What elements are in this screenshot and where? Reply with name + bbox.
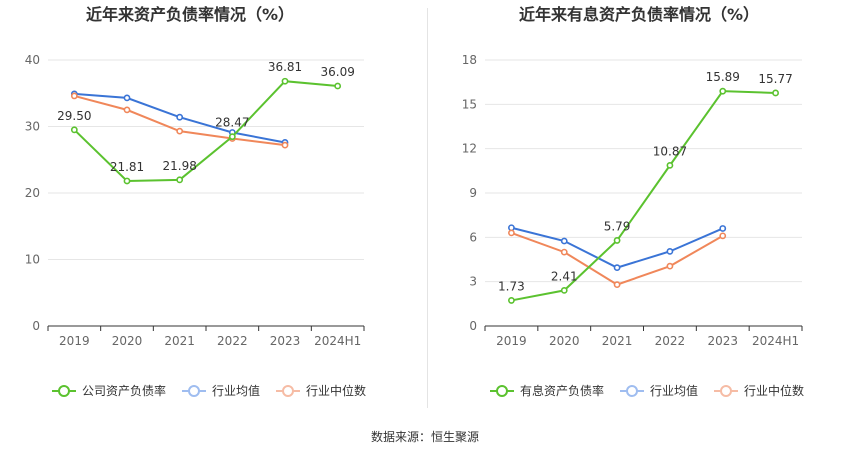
data-point — [70, 126, 78, 134]
legend-item-2: 行业均值 — [620, 383, 698, 398]
data-point — [772, 89, 779, 97]
legend-swatch-marker — [720, 385, 732, 397]
legend-label: 行业均值 — [650, 383, 698, 398]
legend-label: 有息资产负债率 — [520, 383, 604, 398]
data-point — [334, 82, 342, 90]
data-point — [123, 177, 131, 185]
data-point — [719, 225, 727, 232]
data-point — [613, 281, 621, 289]
data-label: 28.47 — [215, 116, 249, 130]
data-point — [123, 106, 131, 114]
y-tick-label: 15 — [462, 97, 477, 111]
x-tick-label: 2020 — [112, 334, 143, 348]
data-point — [176, 127, 184, 135]
y-tick-label: 30 — [25, 120, 40, 134]
y-tick-label: 9 — [469, 186, 477, 200]
y-tick-label: 0 — [32, 319, 40, 333]
y-tick-label: 20 — [25, 186, 40, 200]
data-label: 15.77 — [758, 72, 792, 86]
legend-swatch-marker — [496, 385, 508, 397]
data-point — [123, 94, 131, 102]
data-source-footer: 数据来源：恒生聚源 — [370, 430, 479, 444]
data-point — [560, 237, 568, 245]
series-line-1 — [511, 90, 776, 302]
x-tick-label: 2024H1 — [752, 334, 799, 348]
data-label: 5.79 — [604, 219, 631, 233]
data-point — [666, 262, 674, 270]
x-tick-label: 2022 — [655, 334, 686, 348]
y-tick-label: 10 — [25, 253, 40, 267]
y-tick-label: 6 — [469, 230, 477, 244]
x-tick-label: 2024H1 — [314, 334, 361, 348]
data-point — [508, 229, 515, 237]
legend-label: 行业中位数 — [306, 383, 366, 398]
data-point — [560, 286, 568, 294]
y-tick-label: 0 — [469, 319, 477, 333]
chart-panel-2: 近年来有息资产负债率情况（%） 0 3 6 9 12 15 18 2019 2020 2021 202… — [462, 5, 804, 398]
x-tick-label: 2020 — [549, 334, 580, 348]
data-point — [508, 297, 515, 304]
y-tick-label: 3 — [469, 275, 477, 289]
legend-item-1: 有息资产负债率 — [490, 383, 604, 398]
data-point — [176, 113, 184, 121]
y-tick-label: 12 — [462, 142, 477, 156]
legend-item-3: 行业中位数 — [714, 383, 804, 398]
x-tick-label: 2021 — [602, 334, 633, 348]
data-label: 2.41 — [551, 269, 578, 283]
data-label: 21.81 — [110, 160, 144, 174]
x-tick-label: 2023 — [707, 334, 738, 348]
legend-label: 公司资产负债率 — [82, 383, 166, 398]
data-label: 36.09 — [320, 65, 354, 79]
data-point — [666, 247, 674, 255]
legend-label: 行业中位数 — [744, 383, 804, 398]
data-point — [281, 141, 289, 149]
legend-swatch-marker — [58, 385, 70, 397]
data-label: 10.87 — [653, 144, 687, 158]
legend-item-1: 公司资产负债率 — [52, 383, 166, 398]
legend-swatch-marker — [282, 385, 294, 397]
data-point — [228, 133, 236, 141]
x-tick-label: 2023 — [270, 334, 301, 348]
series-line-2 — [511, 226, 724, 269]
data-label: 1.73 — [498, 279, 525, 293]
chart-title: 近年来资产负债率情况（%） — [86, 5, 294, 24]
data-point — [560, 248, 568, 256]
data-point — [613, 237, 621, 244]
data-label: 15.89 — [706, 70, 740, 84]
chart-title: 近年来有息资产负债率情况（%） — [519, 5, 759, 24]
x-tick-label: 2022 — [217, 334, 248, 348]
data-point — [719, 87, 727, 95]
data-label: 21.98 — [162, 159, 196, 173]
x-tick-label: 2019 — [496, 334, 527, 348]
legend-swatch-marker — [626, 385, 638, 397]
data-point — [613, 264, 621, 272]
data-point — [70, 92, 78, 100]
y-tick-label: 18 — [462, 53, 477, 67]
data-label: 36.81 — [268, 60, 302, 74]
series-line-1 — [73, 80, 338, 182]
data-point — [719, 232, 727, 240]
data-point — [176, 176, 184, 184]
data-point — [666, 161, 674, 169]
legend-label: 行业均值 — [212, 383, 260, 398]
legend-swatch-marker — [188, 385, 200, 397]
data-point — [281, 77, 289, 85]
legend-item-2: 行业均值 — [182, 383, 260, 398]
y-tick-label: 40 — [25, 53, 40, 67]
chart-panel-1: 近年来资产负债率情况（%） 0 10 20 30 40 2019 2020 2021 2022 20… — [25, 5, 366, 398]
x-tick-label: 2019 — [59, 334, 90, 348]
x-tick-label: 2021 — [164, 334, 195, 348]
legend-item-3: 行业中位数 — [276, 383, 366, 398]
data-label: 29.50 — [57, 109, 91, 123]
panel-divider — [427, 8, 428, 408]
